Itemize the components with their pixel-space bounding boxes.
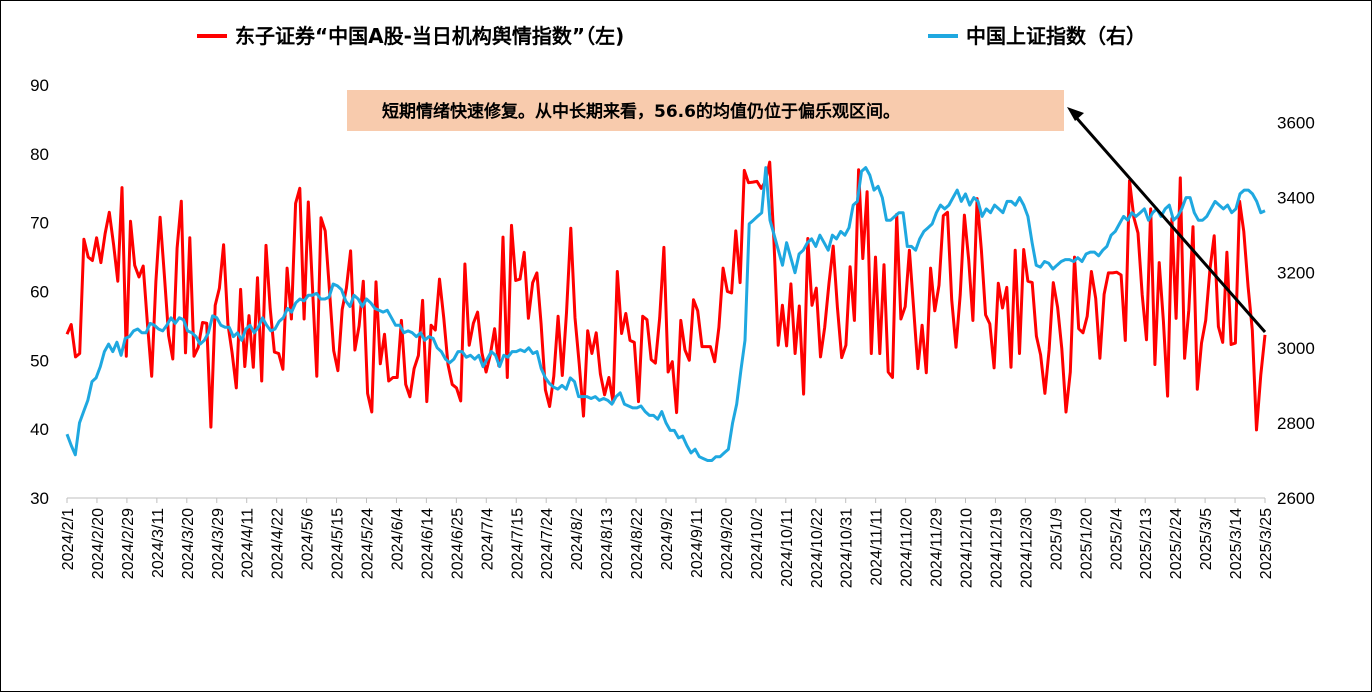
- legend-label-sentiment: 东子证券“中国A股-当日机构舆情指数”（左): [235, 24, 624, 48]
- right-y-tick-label: 3000: [1277, 339, 1315, 358]
- left-y-tick-label: 80: [30, 145, 49, 164]
- annotation: 短期情绪快速修复。从中长期来看，56.6的均值仍位于偏乐观区间。: [347, 90, 1267, 333]
- annotation-text: 短期情绪快速修复。从中长期来看，56.6的均值仍位于偏乐观区间。: [382, 101, 900, 122]
- x-tick-label: 2024/8/2: [569, 508, 586, 570]
- x-tick-label: 2024/10/22: [809, 508, 826, 588]
- x-tick-label: 2024/10/2: [749, 508, 766, 579]
- series-line-shanghai-index: [65, 166, 1266, 462]
- x-tick-label: 2024/10/31: [839, 508, 856, 588]
- legend: 东子证券“中国A股-当日机构舆情指数”（左) 中国上证指数（右）: [197, 24, 1146, 48]
- x-tick-label: 2025/2/13: [1138, 508, 1155, 579]
- x-tick-label: 2024/6/4: [389, 508, 406, 570]
- left-y-tick-label: 70: [30, 214, 49, 233]
- series-line-sentiment: [65, 160, 1267, 432]
- x-tick-label: 2024/11/20: [899, 508, 916, 587]
- right-y-tick-label: 2600: [1277, 489, 1315, 508]
- x-tick-label: 2024/5/15: [330, 508, 347, 579]
- x-tick-label: 2024/2/29: [120, 508, 137, 579]
- x-tick-label: 2024/9/2: [659, 508, 676, 570]
- x-tick-label: 2025/3/14: [1228, 508, 1245, 579]
- x-tick-label: 2024/7/15: [509, 508, 526, 579]
- x-tick-label: 2024/8/22: [629, 508, 646, 579]
- x-axis: 2024/2/1 2024/2/20 2024/2/29 2024/3/11 2024/…: [60, 497, 1275, 588]
- right-y-tick-label: 3400: [1277, 189, 1315, 208]
- x-tick-label: 2025/3/25: [1258, 508, 1275, 579]
- plot-area: [65, 160, 1267, 462]
- x-tick-label: 2025/2/24: [1168, 508, 1185, 579]
- x-tick-label: 2024/12/19: [988, 508, 1005, 588]
- left-y-tick-label: 40: [30, 420, 49, 439]
- x-tick-label: 2024/11/29: [929, 508, 946, 587]
- right-y-axis: 2600 2800 3000 3200 3400 3600: [1277, 114, 1315, 508]
- x-tick-label: 2024/3/29: [210, 508, 227, 579]
- annotation-arrowhead: [1067, 107, 1084, 121]
- x-tick-label: 2025/3/5: [1198, 508, 1215, 570]
- x-tick-label: 2024/8/13: [599, 508, 616, 579]
- x-tick-label: 2024/2/1: [60, 508, 77, 570]
- x-tick-label: 2025/2/4: [1108, 508, 1125, 570]
- x-tick-label: 2024/10/11: [779, 508, 796, 587]
- x-tick-label: 2024/3/11: [150, 508, 167, 578]
- right-y-tick-label: 3600: [1277, 114, 1315, 133]
- left-y-tick-label: 30: [30, 489, 49, 508]
- x-tick-label: 2024/3/20: [180, 508, 197, 579]
- x-tick-label: 2024/2/20: [90, 508, 107, 579]
- x-tick-label: 2024/6/25: [449, 508, 466, 579]
- left-y-tick-label: 90: [30, 76, 49, 95]
- legend-label-shanghai-index: 中国上证指数（右）: [966, 24, 1146, 48]
- right-y-tick-label: 2800: [1277, 414, 1315, 433]
- x-tick-label: 2024/12/30: [1018, 508, 1035, 588]
- x-tick-label: 2025/1/9: [1048, 508, 1065, 570]
- x-tick-label: 2024/9/11: [689, 508, 706, 578]
- x-tick-label: 2025/1/20: [1078, 508, 1095, 579]
- annotation-arrow-line: [1072, 114, 1267, 333]
- left-y-axis: 30 40 50 60 70 80 90: [30, 76, 49, 508]
- x-tick-label: 2024/11/11: [869, 508, 886, 586]
- right-y-tick-label: 3200: [1277, 264, 1315, 283]
- x-tick-label: 2024/7/24: [539, 508, 556, 579]
- annotation-box: [347, 90, 1064, 131]
- x-tick-label: 2024/5/6: [300, 508, 317, 570]
- x-tick-label: 2024/12/10: [959, 508, 976, 588]
- x-tick-label: 2024/6/14: [419, 508, 436, 579]
- x-tick-label: 2024/5/24: [360, 508, 377, 579]
- x-tick-label: 2024/4/22: [270, 508, 287, 579]
- x-tick-label: 2024/9/20: [719, 508, 736, 579]
- x-tick-label: 2024/7/4: [479, 508, 496, 570]
- left-y-tick-label: 60: [30, 283, 49, 302]
- x-tick-label: 2024/4/11: [240, 508, 257, 578]
- left-y-tick-label: 50: [30, 351, 49, 370]
